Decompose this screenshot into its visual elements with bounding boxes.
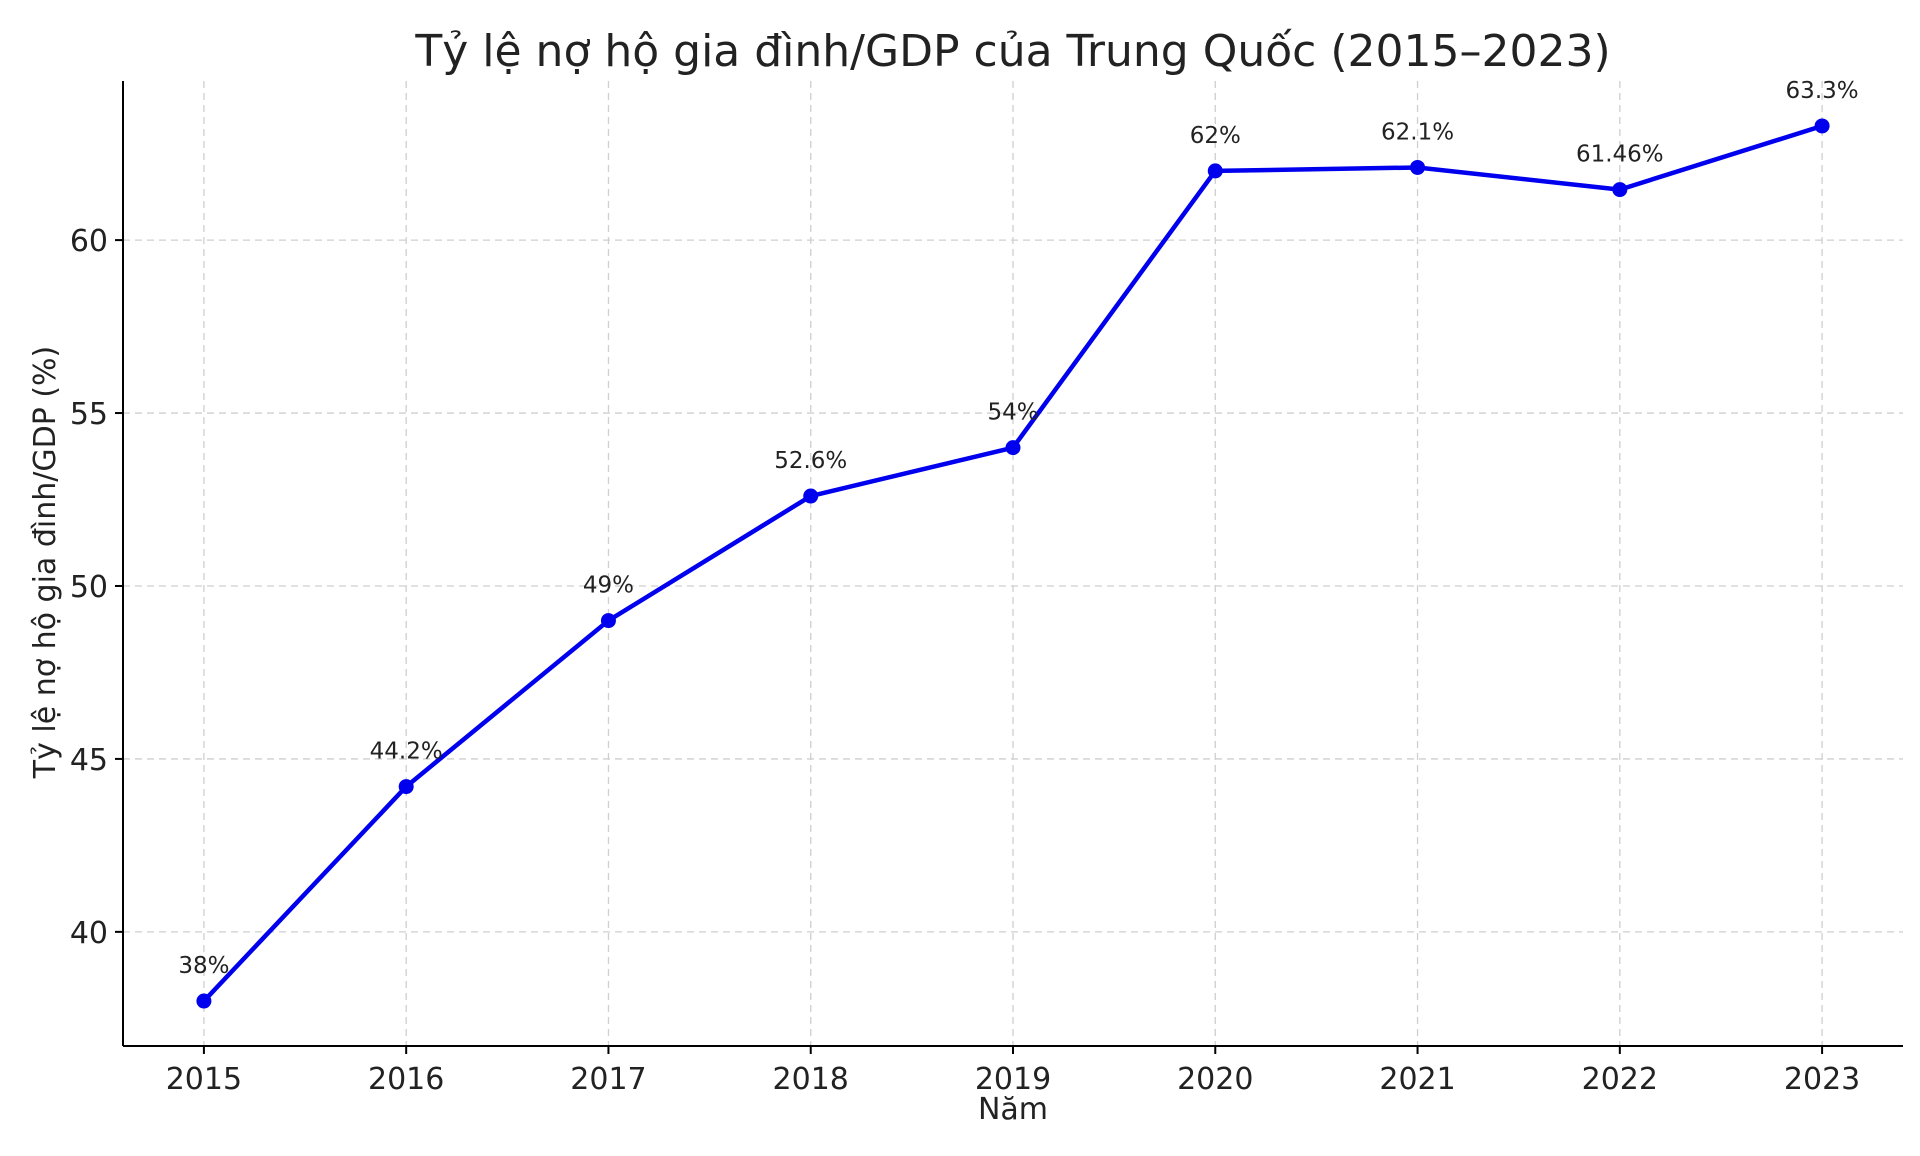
x-tick-label: 2018 — [773, 1062, 849, 1097]
x-tick-label: 2023 — [1784, 1062, 1860, 1097]
x-tick-label: 2017 — [570, 1062, 646, 1097]
data-point-label: 54% — [987, 400, 1038, 426]
data-point-marker — [1410, 159, 1426, 175]
y-axis-label: Tỷ lệ nợ hộ gia đình/GDP (%) — [28, 346, 63, 779]
x-tick-label: 2022 — [1582, 1062, 1658, 1097]
data-label-layer: 38% 44.2% 49% 52.6% 54% 62% 62.1% 61.46% 63.3% — [178, 78, 1858, 979]
x-tick-label: 2015 — [166, 1062, 242, 1097]
x-tick-label: 2020 — [1177, 1062, 1253, 1097]
data-point-label: 44.2% — [370, 739, 443, 765]
y-tick-label: 45 — [70, 743, 108, 778]
data-point-label: 62% — [1190, 123, 1241, 149]
data-point-label: 52.6% — [774, 448, 847, 474]
data-point-label: 63.3% — [1786, 78, 1859, 104]
x-tick-label: 2021 — [1379, 1062, 1455, 1097]
y-tick-label: 40 — [70, 916, 108, 951]
data-point-marker — [1814, 118, 1830, 134]
x-axis-label: Năm — [978, 1092, 1048, 1127]
data-point-marker — [1005, 440, 1021, 456]
data-point-marker — [196, 993, 212, 1009]
y-tick-label: 55 — [70, 397, 108, 432]
axes-layer: 2015 2016 2017 2018 2019 2020 2021 2022 2023 40 45… — [70, 81, 1903, 1097]
y-tick-label: 50 — [70, 570, 108, 605]
chart-title: Tỷ lệ nợ hộ gia đình/GDP của Trung Quốc … — [414, 26, 1610, 77]
x-tick-label: 2016 — [368, 1062, 444, 1097]
data-point-marker — [1207, 163, 1223, 179]
y-tick-label: 60 — [70, 224, 108, 259]
data-point-label: 38% — [178, 953, 229, 979]
data-point-label: 61.46% — [1576, 142, 1664, 168]
x-tick-label: 2019 — [975, 1062, 1051, 1097]
grid-layer — [123, 81, 1903, 1046]
data-point-marker — [600, 613, 616, 629]
data-point-label: 49% — [583, 573, 634, 599]
data-point-marker — [803, 488, 819, 504]
data-point-label: 62.1% — [1381, 119, 1454, 145]
data-point-marker — [398, 779, 414, 795]
data-point-marker — [1612, 182, 1628, 198]
series-layer — [196, 118, 1830, 1009]
